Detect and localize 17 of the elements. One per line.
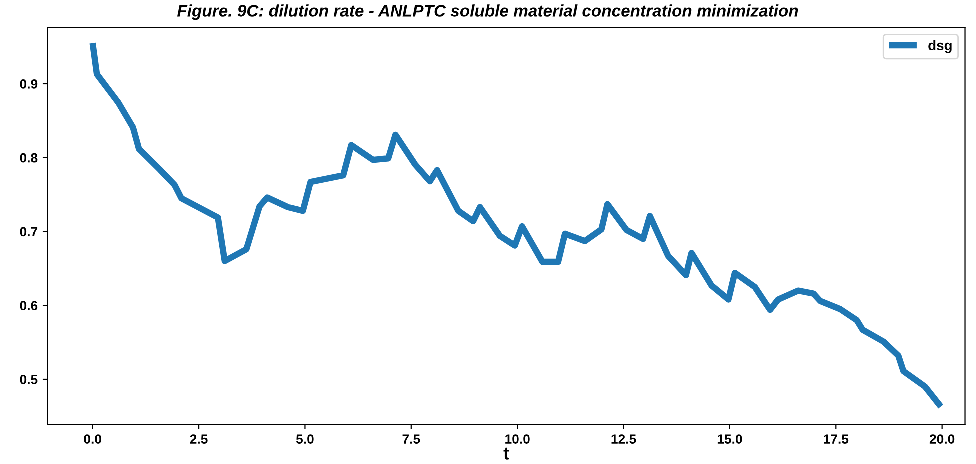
y-tick-label: 0.5	[20, 375, 38, 384]
x-tick-label: 12.5	[612, 434, 636, 444]
legend-label: dsg	[928, 40, 952, 54]
x-tick-label: 5.0	[296, 434, 314, 444]
x-axis-title: t	[504, 448, 510, 460]
x-tick-label: 2.5	[190, 434, 208, 444]
x-tick-label: 17.5	[824, 434, 849, 444]
y-tick-label: 0.6	[20, 301, 38, 311]
x-tick-label: 10.0	[506, 434, 530, 444]
y-tick-label: 0.8	[20, 153, 38, 163]
x-tick-label: 15.0	[718, 434, 742, 444]
chart-title: Figure. 9C: dilution rate - ANLPTC soluble material concentration minimization	[177, 4, 798, 20]
x-tick-label: 0.0	[84, 434, 102, 444]
x-tick-label: 20.0	[930, 434, 955, 444]
x-tick-label: 7.5	[402, 434, 420, 444]
y-tick-label: 0.9	[20, 80, 38, 89]
y-tick-label: 0.7	[20, 227, 38, 237]
